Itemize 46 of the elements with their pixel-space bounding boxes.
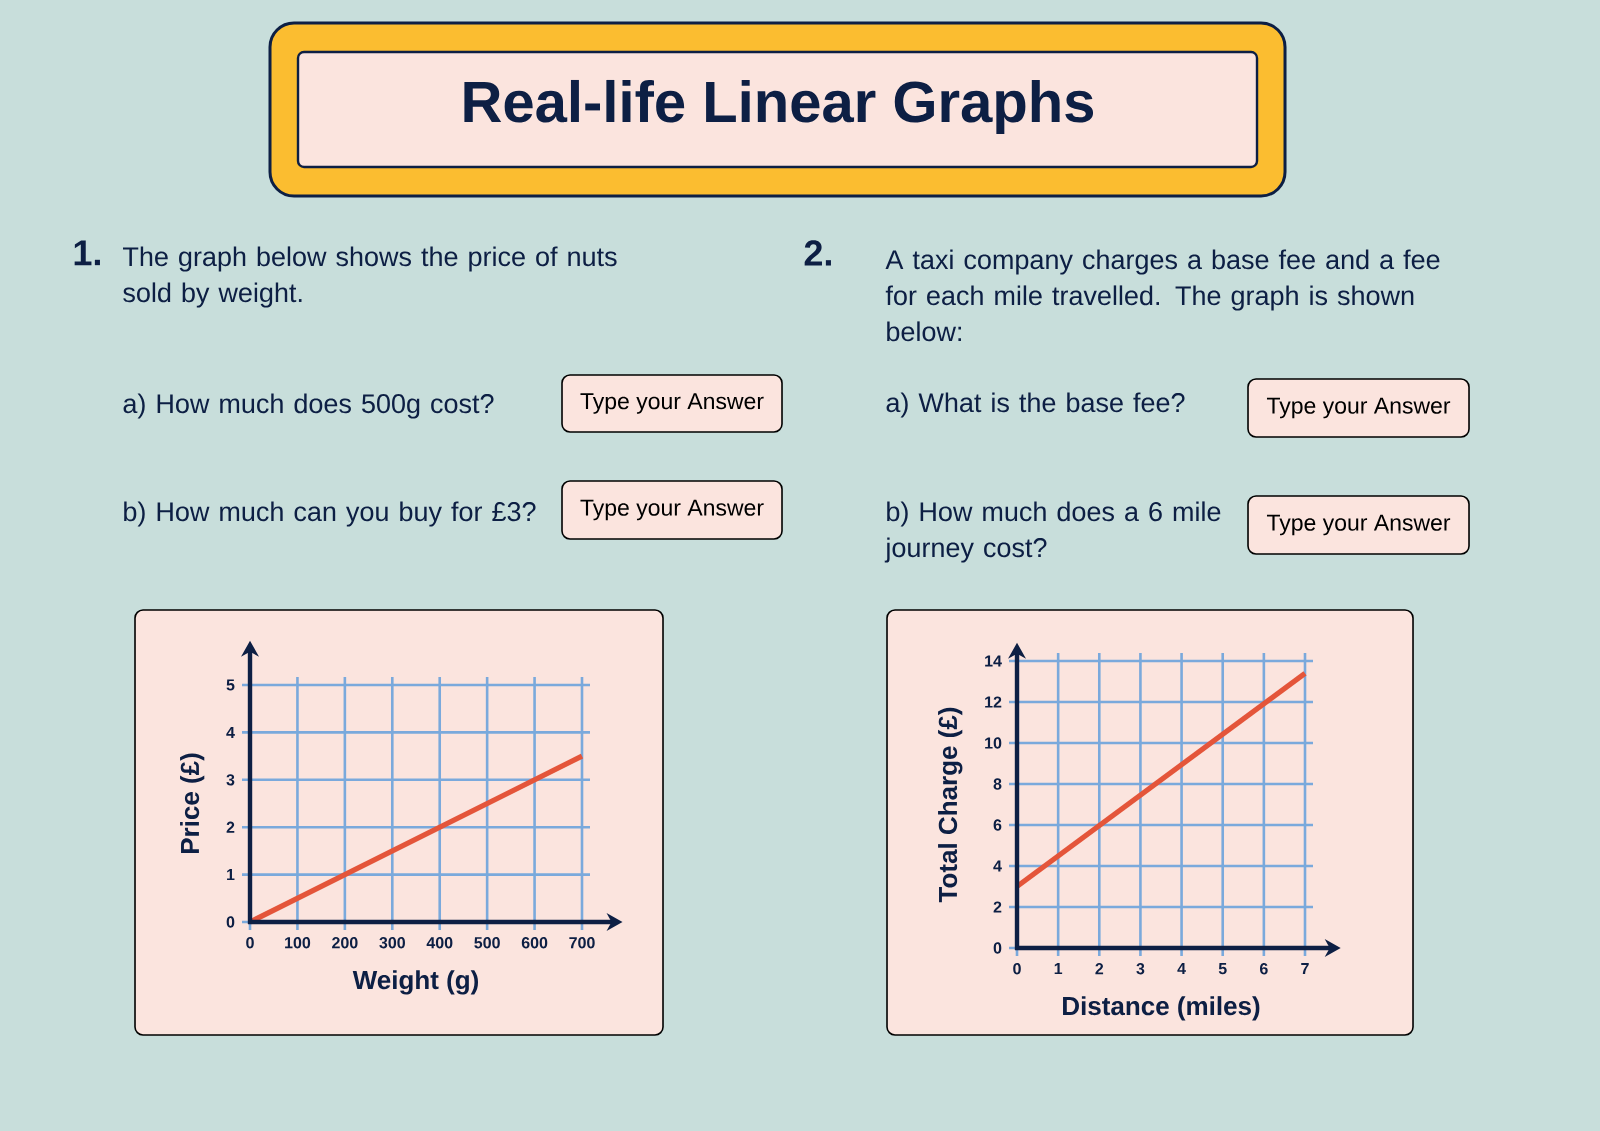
text: Real-life Linear Graphs (464, 79, 1094, 135)
x-tick-label: 100 (285, 937, 311, 949)
x-tick-label: 600 (521, 937, 548, 949)
y-tick-label: 2 (226, 821, 235, 833)
x-tick-label: 4 (1177, 963, 1186, 975)
y-tick-label: 1 (227, 869, 235, 881)
text: 1. (74, 240, 100, 266)
text: b) How much can you buy for £3? (124, 501, 536, 527)
x-tick-label: 0 (246, 937, 254, 949)
x-tick-label: 0 (1013, 963, 1021, 975)
text: Type your Answer (580, 393, 764, 414)
text: Type your Answer (1266, 397, 1451, 419)
y-tick-label: 5 (226, 679, 235, 691)
y-axis-title: Price (£) (180, 753, 205, 854)
x-tick-label: 500 (474, 937, 500, 949)
y-tick-label: 10 (985, 737, 1002, 749)
x-tick-label: 1 (1054, 963, 1063, 975)
x-tick-label: 3 (1136, 963, 1145, 975)
y-tick-label: 4 (993, 860, 1002, 872)
x-tick-label: 2 (1095, 963, 1104, 975)
y-tick-label: 6 (993, 819, 1002, 831)
text: The graph below shows the price of nuts sold by weight. (123, 246, 617, 308)
x-tick-label: 7 (1301, 963, 1309, 975)
text: 2. (804, 240, 831, 266)
y-tick-label: 4 (226, 726, 235, 738)
x-axis-title: Distance (miles) (1063, 996, 1260, 1021)
text: A taxi company charges a base fee and a fee for each mile travelled. The graph is shown below: (885, 249, 1440, 342)
text: Type your Answer (1266, 514, 1451, 536)
text: b) How much does a 6 mile journey cost? (884, 501, 1221, 563)
y-tick-label: 0 (226, 916, 235, 928)
y-tick-label: 8 (993, 778, 1002, 790)
y-tick-label: 12 (985, 696, 1002, 708)
y-axis-title: Total Charge (£) (938, 707, 963, 903)
x-tick-label: 5 (1218, 963, 1227, 975)
x-axis-title: Weight (g) (352, 970, 479, 995)
text: a) How much does 500g cost? (123, 393, 494, 419)
x-tick-label: 6 (1260, 963, 1268, 975)
text: Type your Answer (580, 499, 764, 521)
x-tick-label: 700 (569, 937, 595, 949)
x-tick-label: 300 (379, 937, 405, 949)
text: a) What is the base fee? (886, 392, 1185, 418)
x-tick-label: 200 (332, 937, 358, 949)
y-tick-label: 2 (993, 901, 1002, 913)
y-tick-label: 3 (226, 774, 235, 786)
y-tick-label: 14 (985, 655, 1002, 667)
x-tick-label: 400 (426, 937, 453, 949)
